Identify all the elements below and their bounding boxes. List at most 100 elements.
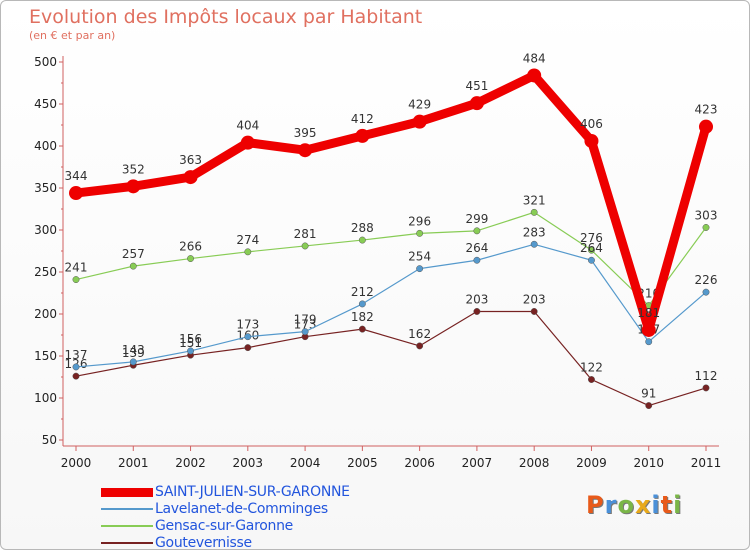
data-point xyxy=(72,372,80,380)
data-label: 283 xyxy=(523,225,546,239)
data-label: 226 xyxy=(695,273,718,287)
x-tick-label: 2011 xyxy=(691,456,722,470)
data-label: 122 xyxy=(580,361,603,375)
data-label: 299 xyxy=(465,212,488,226)
data-label: 139 xyxy=(122,346,145,360)
data-label: 412 xyxy=(351,112,374,126)
data-label: 344 xyxy=(65,169,88,183)
y-tick-label: 50 xyxy=(42,433,57,447)
legend-swatch xyxy=(101,508,153,510)
y-tick-label: 100 xyxy=(34,391,57,405)
data-label: 91 xyxy=(641,387,656,401)
data-label: 296 xyxy=(408,214,431,228)
legend-swatch xyxy=(101,487,153,497)
data-label: 212 xyxy=(351,285,374,299)
series-line xyxy=(75,211,707,307)
legend-item: SAINT-JULIEN-SUR-GARONNE xyxy=(101,484,350,500)
data-point xyxy=(187,255,194,263)
data-point xyxy=(530,308,538,315)
x-tick-label: 2002 xyxy=(175,456,206,470)
data-label: 173 xyxy=(236,318,259,332)
data-label: 429 xyxy=(408,98,431,112)
logo-letter: i xyxy=(651,491,661,519)
data-point xyxy=(702,288,710,296)
data-label: 203 xyxy=(523,292,546,306)
data-label: 363 xyxy=(179,153,202,167)
data-point xyxy=(416,265,424,273)
data-point xyxy=(126,179,141,194)
x-tick-label: 2003 xyxy=(233,456,264,470)
legend-label: SAINT-JULIEN-SUR-GARONNE xyxy=(155,484,350,500)
data-label: 451 xyxy=(465,79,488,93)
data-label: 423 xyxy=(695,103,718,117)
data-point xyxy=(588,246,595,254)
data-label: 241 xyxy=(65,261,88,275)
logo-letter: o xyxy=(617,491,635,519)
data-label: 181 xyxy=(637,306,660,320)
logo-letter: r xyxy=(604,491,618,519)
data-label: 321 xyxy=(523,193,546,207)
logo-letter: t xyxy=(660,491,674,519)
data-point xyxy=(473,256,481,264)
data-label: 395 xyxy=(294,126,317,140)
data-label: 404 xyxy=(236,119,259,133)
data-point xyxy=(129,262,137,270)
data-label: 303 xyxy=(695,208,718,222)
data-point xyxy=(702,224,710,231)
x-tick-label: 2010 xyxy=(633,456,664,470)
data-point xyxy=(527,68,542,83)
data-point xyxy=(530,208,538,216)
data-point xyxy=(412,114,427,129)
data-label: 264 xyxy=(580,241,603,255)
legend-label: Lavelanet-de-Comminges xyxy=(155,501,328,517)
data-label: 406 xyxy=(580,117,603,131)
data-label: 257 xyxy=(122,247,145,261)
legend-swatch xyxy=(101,525,153,527)
series-line xyxy=(75,70,711,335)
data-point xyxy=(301,242,309,250)
data-point xyxy=(645,338,653,346)
data-label: 264 xyxy=(465,241,488,255)
x-tick-label: 2004 xyxy=(290,456,321,470)
data-point xyxy=(473,308,481,315)
data-label: 182 xyxy=(351,310,374,324)
data-point xyxy=(240,135,255,150)
y-tick-label: 300 xyxy=(34,223,57,237)
data-point xyxy=(358,300,366,308)
data-point xyxy=(416,229,424,237)
chart-title: Evolution des Impôts locaux par Habitant xyxy=(29,6,423,28)
data-point xyxy=(298,143,313,158)
series-line xyxy=(75,310,707,407)
data-point xyxy=(69,186,83,201)
data-point xyxy=(641,322,656,337)
legend-label: Goutevernisse xyxy=(155,535,252,550)
y-tick-label: 450 xyxy=(34,97,57,111)
data-point xyxy=(355,128,370,143)
x-tick-label: 2006 xyxy=(404,456,435,470)
data-point xyxy=(301,328,309,336)
data-point xyxy=(183,170,198,185)
data-point xyxy=(584,133,599,148)
chart-subtitle: (en € et par an) xyxy=(29,29,116,42)
logo-letter: P xyxy=(586,491,605,519)
legend-swatch xyxy=(101,542,153,544)
legend-label: Gensac-sur-Garonne xyxy=(155,518,293,534)
data-label: 179 xyxy=(294,313,317,327)
data-point xyxy=(702,384,710,392)
x-tick-label: 2000 xyxy=(61,456,92,470)
data-point xyxy=(530,240,538,248)
data-label: 276 xyxy=(580,231,603,245)
y-tick-label: 350 xyxy=(34,181,57,195)
data-label: 352 xyxy=(122,162,145,176)
data-point xyxy=(588,256,595,264)
data-point xyxy=(244,248,252,256)
data-label: 173 xyxy=(294,318,317,332)
data-point xyxy=(416,342,424,350)
data-point xyxy=(699,119,713,134)
y-tick-label: 200 xyxy=(34,307,57,321)
x-tick-label: 2007 xyxy=(462,456,493,470)
data-label: 203 xyxy=(465,292,488,306)
x-tick-label: 2005 xyxy=(347,456,378,470)
